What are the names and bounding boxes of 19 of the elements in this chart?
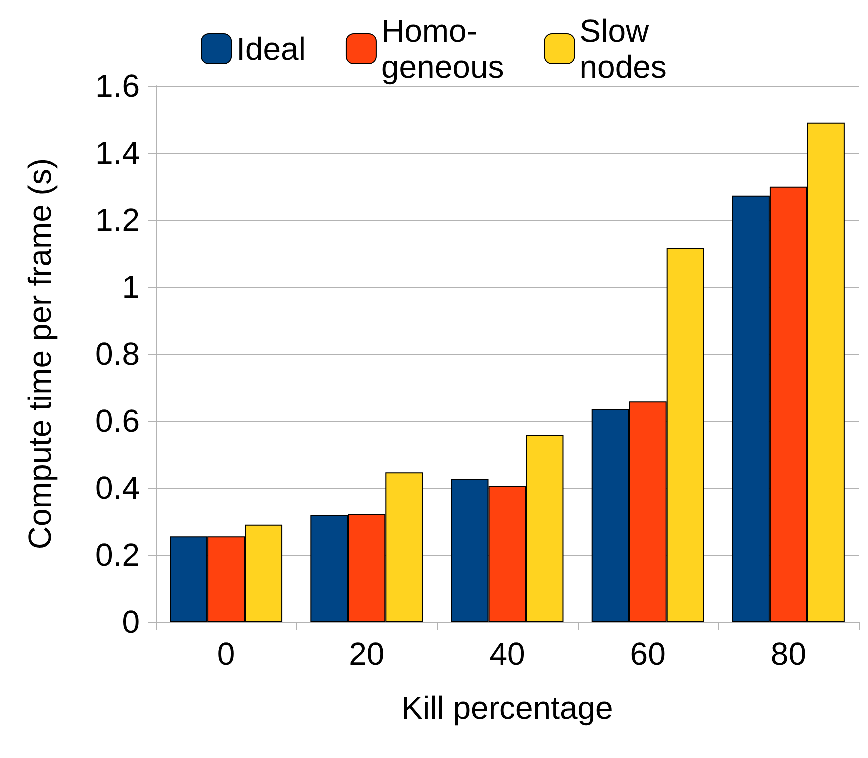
y-tick-label: 0 bbox=[122, 604, 140, 640]
y-tick-label: 0.4 bbox=[96, 470, 140, 506]
y-tick-label: 0.8 bbox=[96, 336, 140, 372]
y-tick-label: 1 bbox=[122, 269, 140, 305]
y-tick-label: 0.6 bbox=[96, 403, 140, 439]
y-tick-label: 1.6 bbox=[96, 68, 140, 104]
y-tick-label: 1.2 bbox=[96, 202, 140, 238]
x-tick-label: 0 bbox=[217, 636, 236, 672]
x-tick-label: 20 bbox=[349, 636, 385, 672]
x-tick-label: 80 bbox=[770, 636, 806, 672]
y-axis-title: Compute time per frame (s) bbox=[22, 158, 58, 550]
legend-label: Ideal bbox=[236, 31, 306, 67]
y-tick-label: 1.4 bbox=[96, 135, 140, 171]
x-tick-label: 60 bbox=[630, 636, 666, 672]
x-axis-title: Kill percentage bbox=[402, 690, 614, 726]
legend-label: Homo- geneous bbox=[381, 13, 504, 85]
legend-label: Slow nodes bbox=[580, 13, 667, 85]
y-tick-label: 0.2 bbox=[96, 537, 140, 573]
x-tick-label: 40 bbox=[490, 636, 526, 672]
